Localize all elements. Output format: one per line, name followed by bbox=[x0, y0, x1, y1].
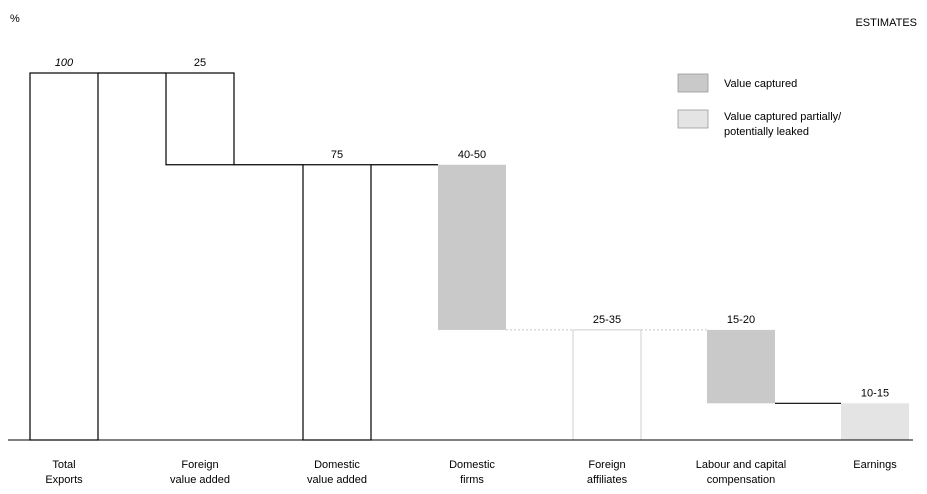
bar-6 bbox=[707, 329, 775, 404]
legend: Value captured Value captured partially/… bbox=[677, 73, 842, 138]
category-label-3-line1: Domestic bbox=[314, 459, 360, 471]
value-label-7: 10-15 bbox=[861, 387, 889, 399]
legend-label-partial-line1: Value captured partially/ bbox=[724, 111, 842, 123]
category-labels-layer: Total Exports Foreign value added Domestic va… bbox=[45, 459, 897, 486]
legend-swatch-captured bbox=[677, 73, 709, 93]
value-label-2: 25 bbox=[194, 57, 206, 69]
unit-label: % bbox=[10, 13, 20, 25]
legend-label-captured: Value captured bbox=[724, 78, 797, 90]
category-label-6-line1: Labour and capital bbox=[696, 459, 787, 471]
value-labels-layer: 100 25 75 40-50 25-35 15-20 10-15 bbox=[55, 57, 889, 399]
value-label-5: 25-35 bbox=[593, 314, 621, 326]
bar-5 bbox=[572, 329, 642, 441]
category-label-5-line1: Foreign bbox=[588, 459, 625, 471]
category-label-2-line1: Foreign bbox=[181, 459, 218, 471]
category-label-6-line2: compensation bbox=[707, 474, 776, 486]
category-label-5-line2: affiliates bbox=[587, 474, 628, 486]
connectors-layer bbox=[98, 72, 841, 404]
category-label-7-line1: Earnings bbox=[853, 459, 897, 471]
legend-swatch-partial bbox=[677, 109, 709, 129]
estimates-note: ESTIMATES bbox=[855, 17, 917, 29]
category-label-4-line2: firms bbox=[460, 474, 484, 486]
bar-1 bbox=[29, 72, 99, 441]
value-label-1: 100 bbox=[55, 57, 74, 69]
bar-4 bbox=[438, 164, 506, 330]
bar-2 bbox=[165, 72, 235, 166]
value-label-6: 15-20 bbox=[727, 314, 755, 326]
category-label-1-line1: Total bbox=[52, 459, 75, 471]
bars-layer bbox=[29, 72, 909, 441]
legend-label-partial-line2: potentially leaked bbox=[724, 126, 809, 138]
value-label-4: 40-50 bbox=[458, 149, 486, 161]
category-label-3-line2: value added bbox=[307, 474, 367, 486]
category-label-1-line2: Exports bbox=[45, 474, 83, 486]
category-label-4-line1: Domestic bbox=[449, 459, 495, 471]
bar-3 bbox=[302, 164, 372, 441]
category-label-2-line2: value added bbox=[170, 474, 230, 486]
bar-7 bbox=[841, 403, 909, 440]
value-label-3: 75 bbox=[331, 149, 343, 161]
